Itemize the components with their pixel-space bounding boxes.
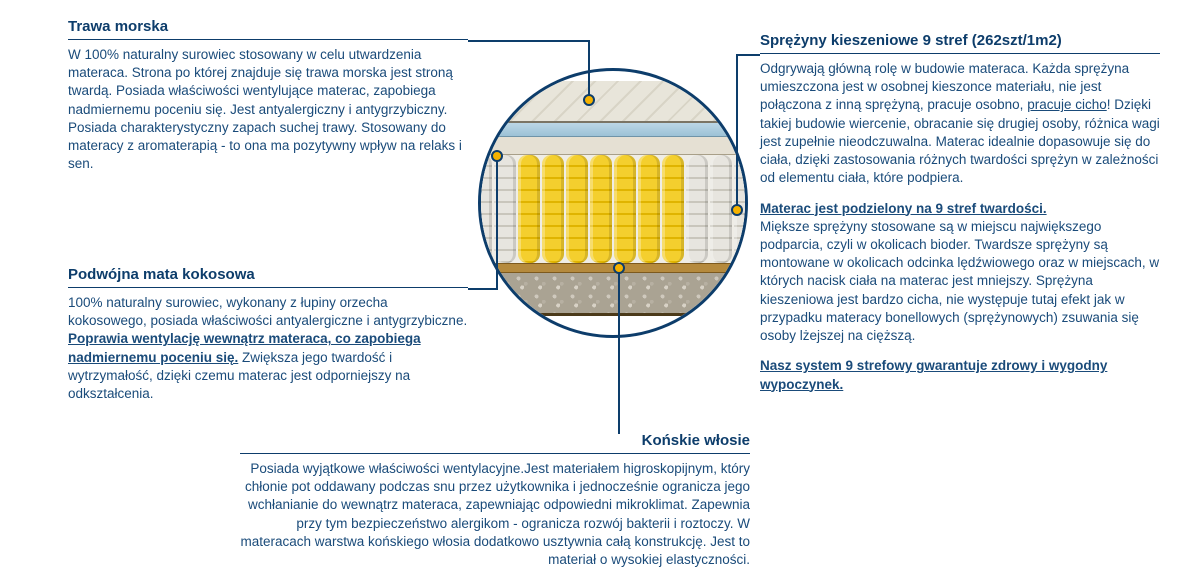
spring: [686, 155, 708, 263]
spring-row: [478, 155, 748, 263]
section-konskie-wlosie: Końskie włosie Posiada wyjątkowe właściw…: [240, 432, 750, 569]
section-rule: [760, 53, 1160, 54]
body-pre: 100% naturalny surowiec, wykonany z łupi…: [68, 295, 467, 328]
section-trawa-morska: Trawa morska W 100% naturalny surowiec s…: [68, 18, 468, 174]
spring: [710, 155, 732, 263]
layer-bottom-fill: [478, 273, 748, 313]
connector-line: [588, 40, 590, 98]
spring: [638, 155, 660, 263]
p1-underline: pracuje cicho: [1027, 97, 1107, 112]
connector-dot: [491, 150, 503, 162]
spring: [478, 155, 492, 263]
connector-dot: [583, 94, 595, 106]
section-rule: [68, 287, 468, 288]
section-sprezyny: Sprężyny kieszeniowe 9 stref (262szt/1m2…: [760, 32, 1160, 394]
section-body: W 100% naturalny surowiec stosowany w ce…: [68, 46, 468, 174]
section-rule: [68, 39, 468, 40]
spring: [662, 155, 684, 263]
connector-dot: [731, 204, 743, 216]
diagram-ring: [478, 68, 748, 338]
layer-springs: [478, 155, 748, 263]
paragraph-1: Odgrywają główną rolę w budowie materaca…: [760, 60, 1160, 188]
section-title: Podwójna mata kokosowa: [68, 266, 468, 287]
layer-seagrass: [478, 123, 748, 137]
section-kokos: Podwójna mata kokosowa 100% naturalny su…: [68, 266, 468, 403]
section-body: Odgrywają główną rolę w budowie materaca…: [760, 60, 1160, 394]
section-rule: [240, 453, 750, 454]
paragraph-3: Nasz system 9 strefowy gwarantuje zdrowy…: [760, 357, 1160, 393]
spring: [542, 155, 564, 263]
spring: [566, 155, 588, 263]
p2-heading: Materac jest podzielony na 9 stref tward…: [760, 201, 1047, 216]
spring: [518, 155, 540, 263]
layer-coconut: [478, 137, 748, 155]
connector-line: [468, 40, 588, 42]
p2-body: Miększe sprężyny stosowane są w miejscu …: [760, 219, 1159, 343]
mattress-diagram: [478, 68, 748, 338]
layer-top-fabric: [478, 81, 748, 123]
paragraph-2: Materac jest podzielony na 9 stref tward…: [760, 200, 1160, 346]
spring: [614, 155, 636, 263]
connector-line: [496, 158, 498, 290]
connector-line: [468, 288, 498, 290]
spring: [590, 155, 612, 263]
section-body: 100% naturalny surowiec, wykonany z łupi…: [68, 294, 468, 403]
layer-bottom-edge: [478, 313, 748, 316]
section-body: Posiada wyjątkowe właściwości wentylacyj…: [240, 460, 750, 569]
section-title: Końskie włosie: [240, 432, 750, 453]
section-title: Sprężyny kieszeniowe 9 stref (262szt/1m2…: [760, 32, 1160, 53]
connector-line: [618, 268, 620, 434]
connector-line: [736, 54, 760, 56]
section-title: Trawa morska: [68, 18, 468, 39]
connector-line: [736, 54, 738, 208]
connector-dot: [613, 262, 625, 274]
